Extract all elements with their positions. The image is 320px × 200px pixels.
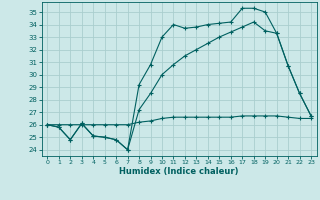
X-axis label: Humidex (Indice chaleur): Humidex (Indice chaleur) <box>119 167 239 176</box>
